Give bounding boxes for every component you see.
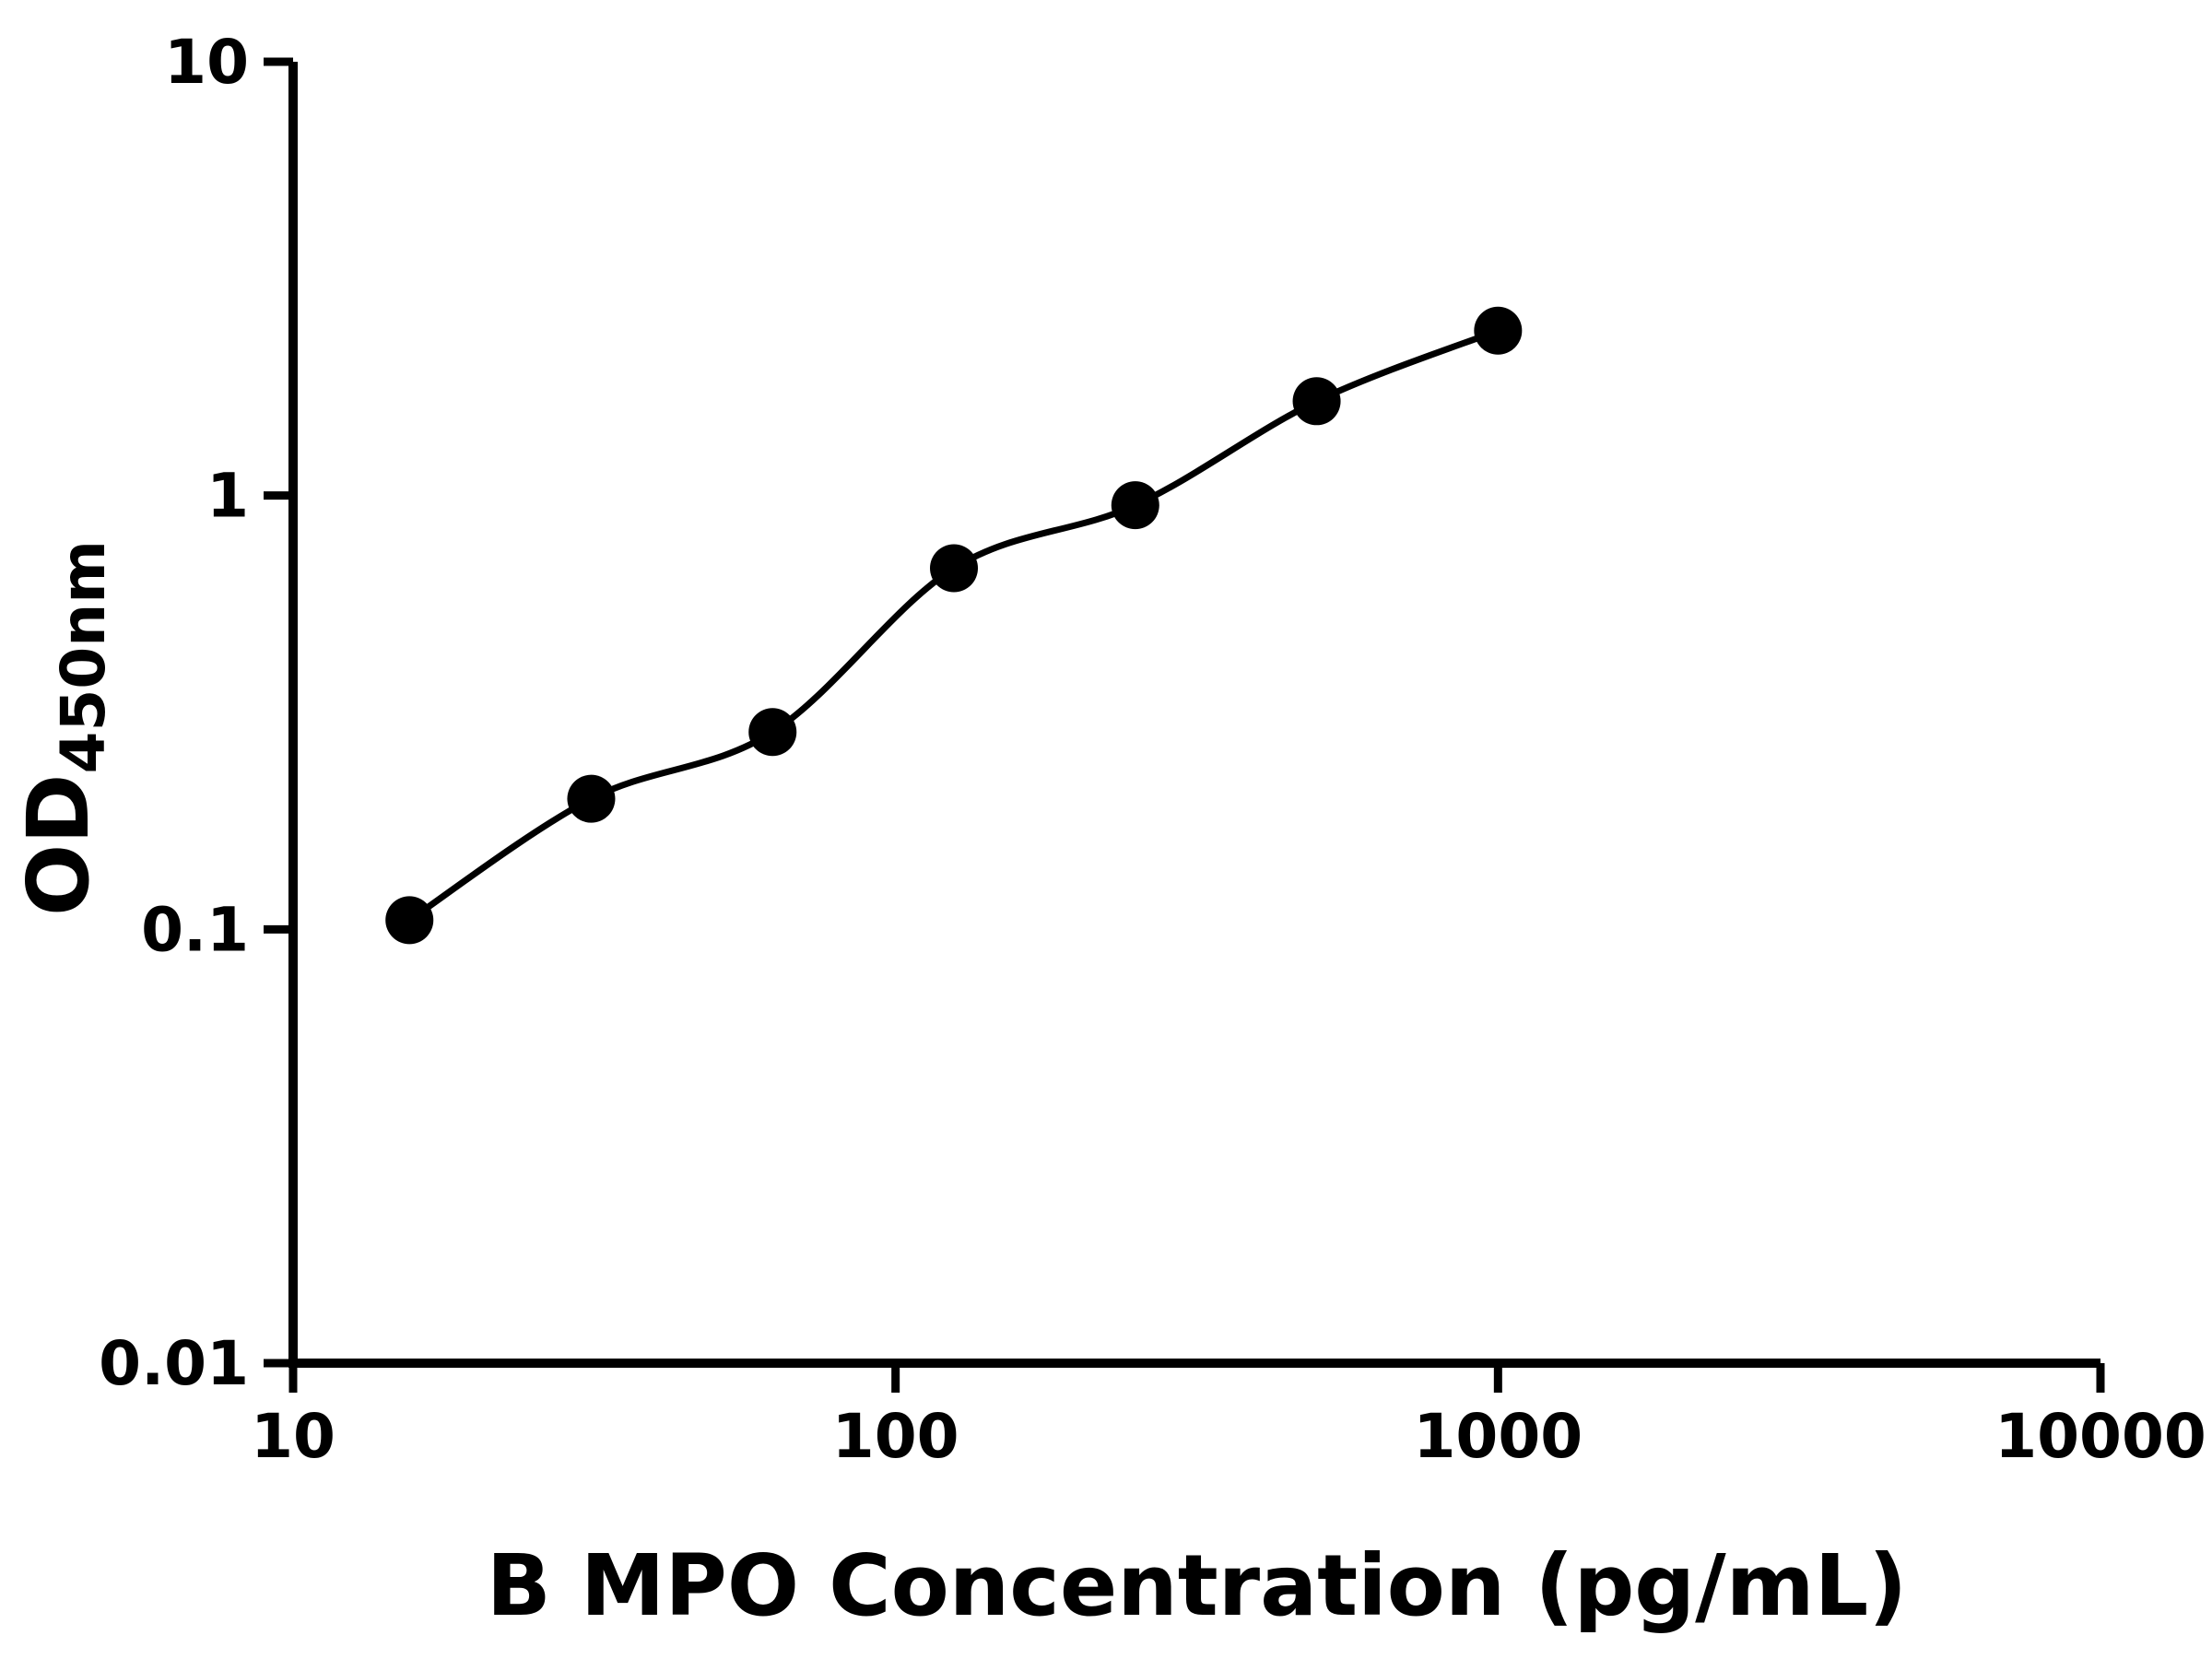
data-point-marker <box>1292 377 1341 426</box>
axes-group <box>288 62 2100 1368</box>
y-tick-label: 1 <box>206 461 249 532</box>
data-point-marker <box>930 544 979 593</box>
x-axis-title: B MPO Concentration (pg/mL) <box>487 1536 1908 1635</box>
tick-label-group: 10 100 1000 10000 0.01 0.1 1 10 <box>99 27 2206 1472</box>
data-point-marker <box>385 896 434 945</box>
data-point-marker <box>1474 306 1523 355</box>
fit-curve <box>407 327 1500 924</box>
marker-group <box>385 306 1523 945</box>
tick-group <box>264 57 2105 1393</box>
x-tick-label: 100 <box>832 1401 959 1472</box>
axis-spine <box>288 62 2100 1368</box>
y-tick-label: 10 <box>164 27 249 98</box>
y-tick-label: 0.1 <box>141 894 249 965</box>
data-point-marker <box>567 774 616 823</box>
x-tick-label: 10 <box>251 1401 335 1472</box>
y-tick-label: 0.01 <box>99 1328 249 1399</box>
data-point-marker <box>1111 481 1159 530</box>
y-axis-title: OD450nm <box>9 540 119 916</box>
x-tick-label: 10000 <box>1994 1401 2206 1472</box>
data-point-marker <box>748 708 797 757</box>
curve-group <box>407 327 1500 924</box>
x-tick-label: 1000 <box>1413 1401 1583 1472</box>
axis-title-group: B MPO Concentration (pg/mL) OD450nm <box>9 540 1907 1635</box>
